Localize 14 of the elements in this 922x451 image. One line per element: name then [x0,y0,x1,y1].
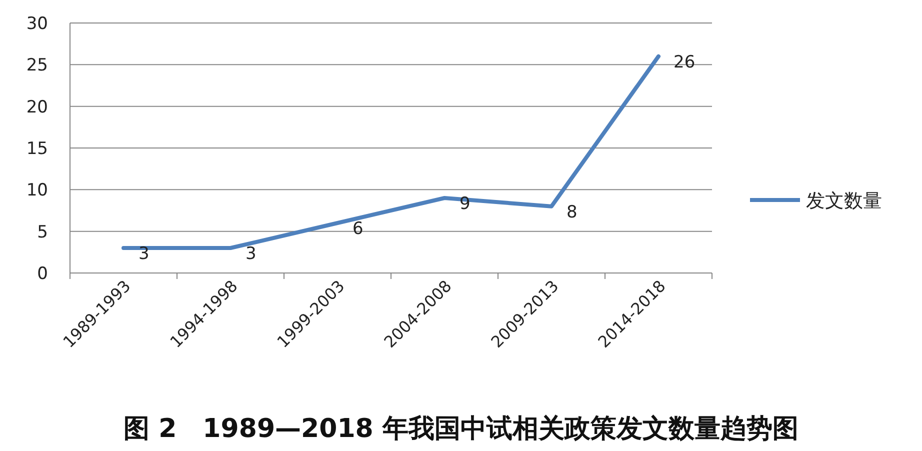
data-label: 3 [138,244,150,264]
data-label: 26 [674,52,696,72]
data-label: 6 [352,219,364,239]
y-tick-label: 30 [26,14,48,34]
y-tick-label: 20 [26,97,48,118]
y-tick-label: 10 [26,180,48,201]
y-tick-label: 5 [37,222,48,242]
legend-label: 发文数量 [806,190,882,212]
y-tick-label: 25 [26,56,48,76]
y-tick-label: 15 [26,139,48,159]
text: 图 2 1989—2018 年我国中试相关政策发文数量趋势图 [124,414,798,444]
y-tick-label: 0 [37,264,48,284]
data-label: 8 [566,202,578,222]
data-label: 3 [246,244,256,264]
